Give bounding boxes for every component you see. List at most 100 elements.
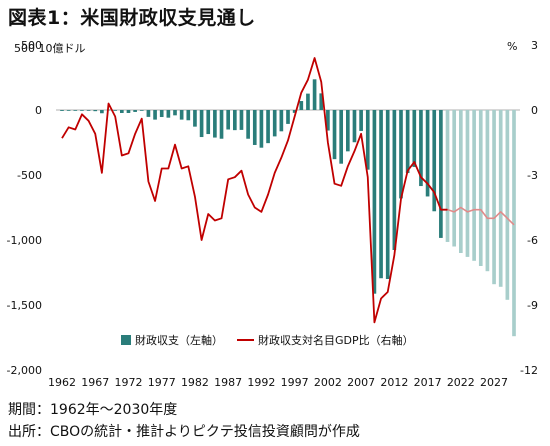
deficit-bar	[419, 110, 423, 187]
deficit-bar	[445, 110, 450, 242]
deficit-bar	[126, 110, 131, 113]
deficit-bar	[80, 110, 84, 111]
x-axis-tick-label: 2012	[380, 376, 408, 389]
x-axis-tick-label: 1987	[214, 376, 242, 389]
deficit-bar	[352, 110, 357, 143]
x-axis-tick-label: 1977	[148, 376, 176, 389]
deficit-bar	[425, 110, 430, 197]
deficit-bar	[492, 110, 496, 285]
x-axis-tick-label: 1972	[114, 376, 142, 389]
deficit-bar	[485, 110, 490, 272]
deficit-bar	[166, 110, 171, 118]
right-axis-tick-label: -9	[527, 299, 538, 312]
x-axis-tick-label: 1997	[281, 376, 309, 389]
footer-period: 期間：1962年～2030年度	[8, 402, 178, 418]
deficit-bar	[365, 110, 370, 170]
deficit-bar	[252, 110, 257, 145]
left-axis-unit: 500 10億ドル	[14, 42, 86, 55]
left-axis-tick-label: 0	[35, 104, 42, 117]
left-axis-tick-label: -500	[17, 169, 42, 182]
deficit-bar	[332, 110, 337, 160]
deficit-bar	[199, 110, 204, 138]
right-axis-tick-label: -3	[527, 169, 538, 182]
deficit-bar	[472, 110, 476, 261]
deficit-bar	[60, 110, 64, 111]
legend-bar-swatch	[121, 335, 131, 345]
x-axis-tick-label: 2027	[480, 376, 508, 389]
chart-title: 図表1：米国財政収支見通し	[8, 7, 256, 29]
deficit-bar	[219, 110, 224, 139]
deficit-bar	[179, 110, 184, 120]
right-axis-tick-label: 3	[531, 39, 538, 52]
x-axis-tick-label: 2017	[414, 376, 442, 389]
deficit-bar	[292, 110, 297, 113]
deficit-bar	[339, 110, 344, 164]
deficit-bar	[133, 110, 137, 112]
x-axis-tick-label: 1962	[48, 376, 76, 389]
left-axis-tick-label: 500	[21, 39, 42, 52]
deficit-bar	[326, 110, 330, 131]
deficit-bar	[385, 110, 390, 279]
gdp-ratio-line	[61, 57, 448, 324]
deficit-bar	[193, 110, 197, 127]
deficit-bar	[206, 110, 211, 135]
legend-bar-label: 財政収支（左軸）	[135, 333, 223, 347]
deficit-bar	[346, 110, 350, 152]
deficit-bar	[312, 79, 317, 110]
deficit-bar	[505, 110, 510, 300]
deficit-bar	[259, 110, 264, 148]
deficit-bar	[272, 110, 277, 137]
deficit-bar	[478, 110, 483, 266]
left-axis-tick-label: -1,500	[7, 299, 42, 312]
deficit-bar	[226, 110, 231, 130]
legend-line-label: 財政収支対名目GDP比（右軸）	[258, 333, 414, 347]
deficit-bar	[399, 110, 403, 199]
deficit-bar	[392, 110, 397, 251]
deficit-bar	[279, 110, 284, 132]
left-axis-tick-label: -2,000	[7, 364, 42, 377]
deficit-bar	[405, 110, 410, 174]
deficit-bar	[159, 110, 164, 118]
deficit-bar	[452, 110, 457, 247]
deficit-bar	[239, 110, 244, 130]
deficit-bar	[173, 110, 177, 116]
deficit-bar	[246, 110, 250, 139]
deficit-bar	[412, 110, 417, 167]
deficit-bar	[306, 93, 310, 110]
deficit-bar	[439, 110, 443, 238]
x-axis-tick-label: 1967	[81, 376, 109, 389]
x-axis-tick-label: 2022	[447, 376, 475, 389]
deficit-bar	[379, 110, 383, 279]
deficit-bar	[266, 110, 270, 144]
left-axis-tick-label: -1,000	[7, 234, 42, 247]
right-axis-tick-label: 0	[531, 104, 538, 117]
deficit-bar	[319, 93, 324, 110]
right-axis-tick-label: -12	[520, 364, 538, 377]
deficit-bar	[186, 110, 191, 121]
deficit-bar	[512, 110, 516, 337]
deficit-bar	[459, 110, 463, 253]
x-axis-tick-label: 2002	[314, 376, 342, 389]
deficit-bar	[213, 110, 217, 138]
deficit-bar	[139, 110, 144, 111]
gdp-ratio-line-forecast	[447, 206, 515, 226]
deficit-bar	[286, 110, 290, 124]
deficit-bar	[372, 110, 377, 294]
deficit-bar	[93, 110, 98, 112]
x-axis-tick-label: 1992	[247, 376, 275, 389]
deficit-bar	[498, 110, 503, 287]
deficit-bar	[66, 110, 71, 111]
deficit-bar	[465, 110, 470, 257]
deficit-bar	[100, 110, 104, 114]
deficit-bar	[113, 110, 118, 111]
deficit-bar	[299, 101, 304, 110]
x-axis-tick-label: 1982	[181, 376, 209, 389]
deficit-bar	[120, 110, 124, 113]
right-axis-unit: %	[507, 40, 518, 53]
deficit-bar	[233, 110, 237, 131]
deficit-bar	[146, 110, 151, 117]
deficit-bar	[432, 110, 437, 212]
deficit-bar	[73, 110, 78, 111]
footer-source: 出所：CBOの統計・推計よりピクテ投信投資顧問が作成	[8, 424, 360, 440]
deficit-bar	[86, 110, 91, 111]
